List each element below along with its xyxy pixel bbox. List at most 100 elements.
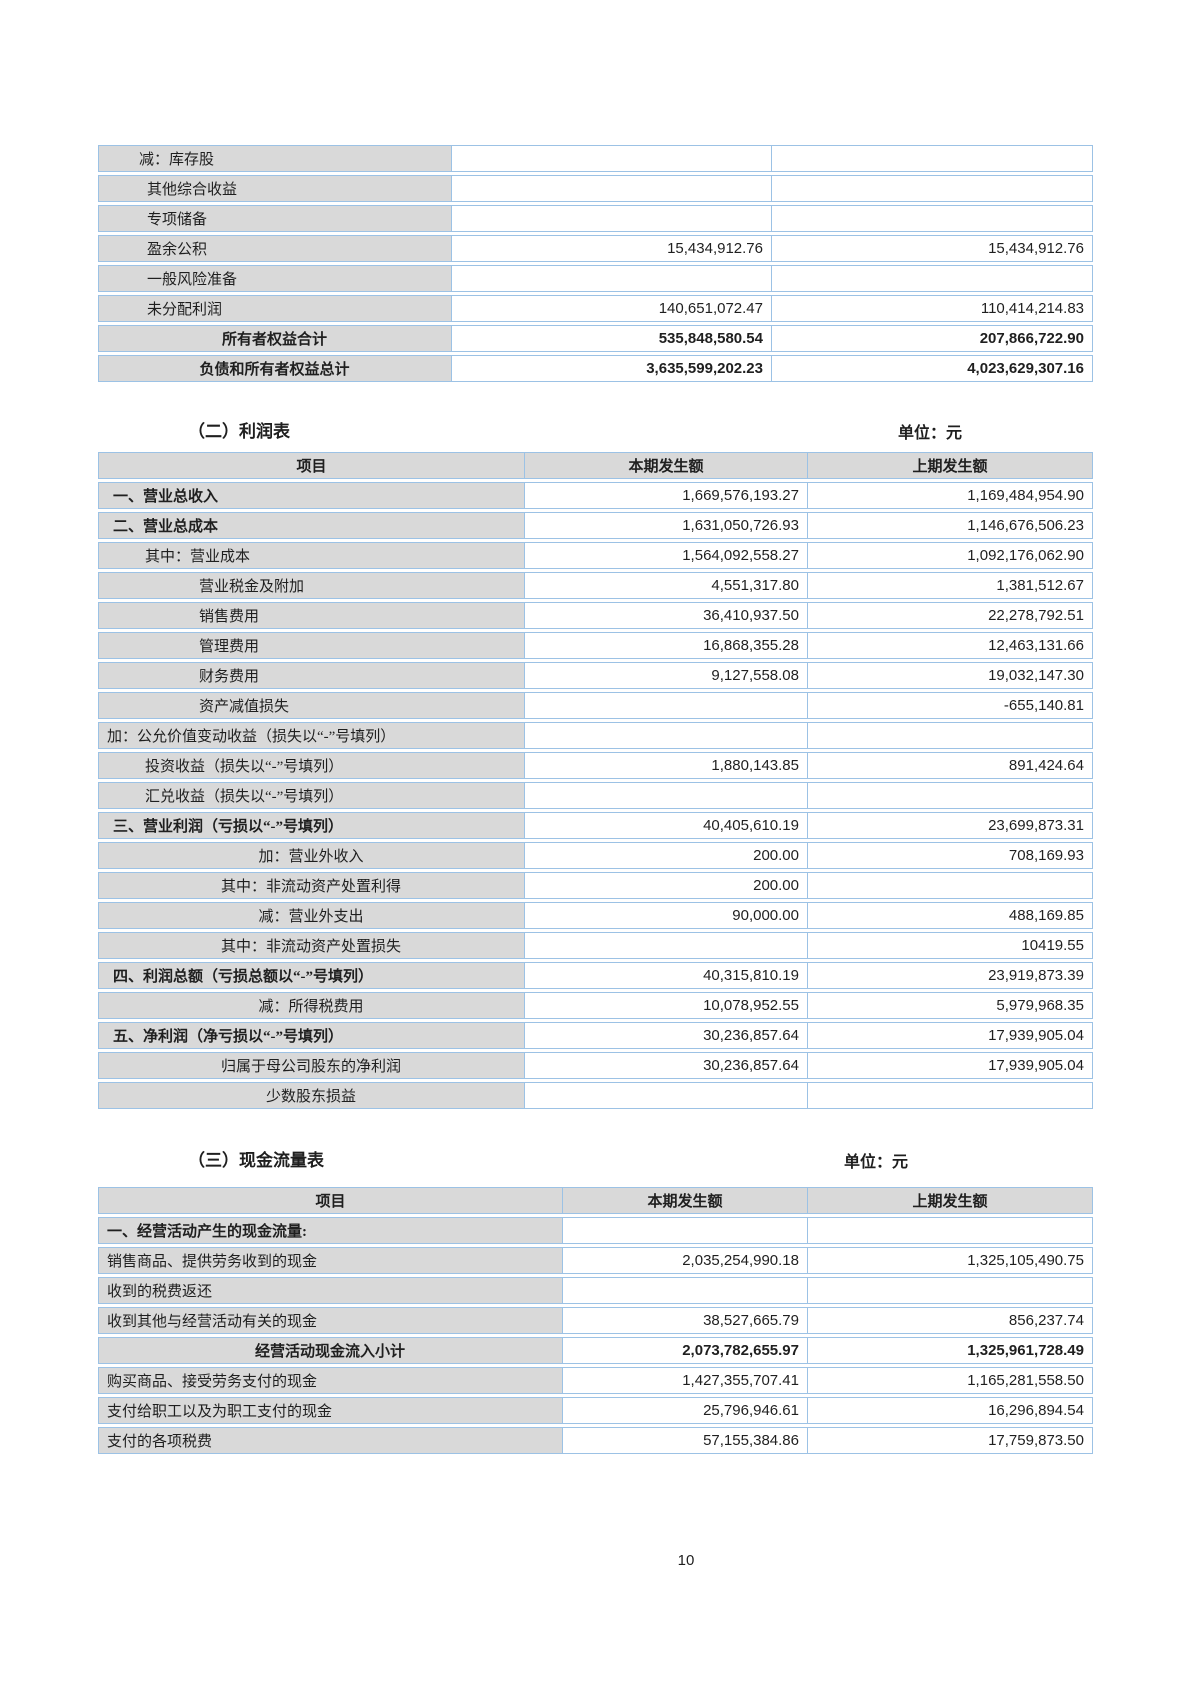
current-period-value: 1,564,092,558.27 xyxy=(525,542,808,569)
table-row: 一、经营活动产生的现金流量: xyxy=(98,1217,1093,1244)
current-period-value: 4,551,317.80 xyxy=(525,572,808,599)
row-label: 少数股东损益 xyxy=(98,1082,525,1109)
current-period-value: 16,868,355.28 xyxy=(525,632,808,659)
table-row: 其中：非流动资产处置损失 10419.55 xyxy=(98,932,1093,959)
row-label: 减：营业外支出 xyxy=(98,902,525,929)
column-header: 上期发生额 xyxy=(808,452,1093,479)
table-row: 减：营业外支出 90,000.00 488,169.85 xyxy=(98,902,1093,929)
row-label: 三、营业利润（亏损以“-”号填列） xyxy=(98,812,525,839)
prior-period-value: 23,919,873.39 xyxy=(808,962,1093,989)
row-label: 其中：非流动资产处置利得 xyxy=(98,872,525,899)
current-period-value xyxy=(525,722,808,749)
prior-period-value xyxy=(772,175,1093,202)
prior-period-value: 19,032,147.30 xyxy=(808,662,1093,689)
page-content: 减：库存股 其他综合收益 专项储备 盈余公积 15,434,912.76 15,434,9… xyxy=(98,142,1093,1457)
table-row: 销售费用 36,410,937.50 22,278,792.51 xyxy=(98,602,1093,629)
table-row: 一般风险准备 xyxy=(98,265,1093,292)
current-period-value: 30,236,857.64 xyxy=(525,1052,808,1079)
prior-period-value: 12,463,131.66 xyxy=(808,632,1093,659)
table-row: 其中：营业成本 1,564,092,558.27 1,092,176,062.90 xyxy=(98,542,1093,569)
row-label: 一、经营活动产生的现金流量: xyxy=(98,1217,563,1244)
table-row: 加：公允价值变动收益（损失以“-”号填列） xyxy=(98,722,1093,749)
column-header: 本期发生额 xyxy=(563,1187,808,1214)
table-row: 未分配利润 140,651,072.47 110,414,214.83 xyxy=(98,295,1093,322)
table-row: 购买商品、接受劳务支付的现金 1,427,355,707.41 1,165,281,… xyxy=(98,1367,1093,1394)
prior-period-value: 15,434,912.76 xyxy=(772,235,1093,262)
row-label: 负债和所有者权益总计 xyxy=(98,355,452,382)
row-label: 收到其他与经营活动有关的现金 xyxy=(98,1307,563,1334)
table-row: 少数股东损益 xyxy=(98,1082,1093,1109)
row-label: 支付的各项税费 xyxy=(98,1427,563,1454)
current-period-value: 15,434,912.76 xyxy=(452,235,772,262)
prior-period-value: 1,325,961,728.49 xyxy=(808,1337,1093,1364)
row-label: 盈余公积 xyxy=(98,235,452,262)
column-header: 项目 xyxy=(98,1187,563,1214)
table-row: 收到其他与经营活动有关的现金 38,527,665.79 856,237.74 xyxy=(98,1307,1093,1334)
prior-period-value: 1,146,676,506.23 xyxy=(808,512,1093,539)
current-period-value xyxy=(452,145,772,172)
prior-period-value xyxy=(808,1277,1093,1304)
current-period-value xyxy=(452,205,772,232)
prior-period-value: 16,296,894.54 xyxy=(808,1397,1093,1424)
prior-period-value xyxy=(808,1082,1093,1109)
current-period-value: 90,000.00 xyxy=(525,902,808,929)
row-label: 四、利润总额（亏损总额以“-”号填列） xyxy=(98,962,525,989)
prior-period-value xyxy=(772,265,1093,292)
prior-period-value: 17,759,873.50 xyxy=(808,1427,1093,1454)
current-period-value xyxy=(563,1277,808,1304)
prior-period-value: 1,092,176,062.90 xyxy=(808,542,1093,569)
prior-period-value: 207,866,722.90 xyxy=(772,325,1093,352)
row-label: 经营活动现金流入小计 xyxy=(98,1337,563,1364)
prior-period-value: 10419.55 xyxy=(808,932,1093,959)
prior-period-value: 856,237.74 xyxy=(808,1307,1093,1334)
table-row: 投资收益（损失以“-”号填列） 1,880,143.85 891,424.64 xyxy=(98,752,1093,779)
table-row: 五、净利润（净亏损以“-”号填列） 30,236,857.64 17,939,905… xyxy=(98,1022,1093,1049)
prior-period-value xyxy=(808,1217,1093,1244)
row-label: 营业税金及附加 xyxy=(98,572,525,599)
table-row: 专项储备 xyxy=(98,205,1093,232)
prior-period-value: 1,165,281,558.50 xyxy=(808,1367,1093,1394)
prior-period-value: -655,140.81 xyxy=(808,692,1093,719)
table-row: 销售商品、提供劳务收到的现金 2,035,254,990.18 1,325,105,… xyxy=(98,1247,1093,1274)
prior-period-value: 1,381,512.67 xyxy=(808,572,1093,599)
prior-period-value xyxy=(808,722,1093,749)
current-period-value: 535,848,580.54 xyxy=(452,325,772,352)
table-row: 其中：非流动资产处置利得 200.00 xyxy=(98,872,1093,899)
current-period-value: 1,880,143.85 xyxy=(525,752,808,779)
current-period-value xyxy=(452,265,772,292)
header-row: 项目 本期发生额 上期发生额 xyxy=(98,452,1093,479)
current-period-value: 140,651,072.47 xyxy=(452,295,772,322)
row-label: 二、营业总成本 xyxy=(98,512,525,539)
current-period-value xyxy=(452,175,772,202)
row-label: 一、营业总收入 xyxy=(98,482,525,509)
current-period-value: 10,078,952.55 xyxy=(525,992,808,1019)
row-label: 收到的税费返还 xyxy=(98,1277,563,1304)
row-label: 其中：营业成本 xyxy=(98,542,525,569)
prior-period-value: 4,023,629,307.16 xyxy=(772,355,1093,382)
prior-period-value: 1,169,484,954.90 xyxy=(808,482,1093,509)
current-period-value: 30,236,857.64 xyxy=(525,1022,808,1049)
row-label: 管理费用 xyxy=(98,632,525,659)
current-period-value: 40,405,610.19 xyxy=(525,812,808,839)
cashflow-unit-label: 单位：元 xyxy=(844,1154,909,1171)
current-period-value: 38,527,665.79 xyxy=(563,1307,808,1334)
row-label: 加：营业外收入 xyxy=(98,842,525,869)
current-period-value xyxy=(525,782,808,809)
current-period-value: 3,635,599,202.23 xyxy=(452,355,772,382)
row-label: 其中：非流动资产处置损失 xyxy=(98,932,525,959)
row-label: 其他综合收益 xyxy=(98,175,452,202)
table-row: 汇兑收益（损失以“-”号填列） xyxy=(98,782,1093,809)
row-label: 减：所得税费用 xyxy=(98,992,525,1019)
row-label: 专项储备 xyxy=(98,205,452,232)
row-label: 投资收益（损失以“-”号填列） xyxy=(98,752,525,779)
page-number: 10 xyxy=(677,1552,695,1569)
prior-period-value: 17,939,905.04 xyxy=(808,1022,1093,1049)
table-row: 加：营业外收入 200.00 708,169.93 xyxy=(98,842,1093,869)
row-label: 未分配利润 xyxy=(98,295,452,322)
current-period-value: 36,410,937.50 xyxy=(525,602,808,629)
table-row: 归属于母公司股东的净利润 30,236,857.64 17,939,905.04 xyxy=(98,1052,1093,1079)
table-row: 负债和所有者权益总计 3,635,599,202.23 4,023,629,307.… xyxy=(98,355,1093,382)
current-period-value: 200.00 xyxy=(525,842,808,869)
current-period-value: 1,427,355,707.41 xyxy=(563,1367,808,1394)
